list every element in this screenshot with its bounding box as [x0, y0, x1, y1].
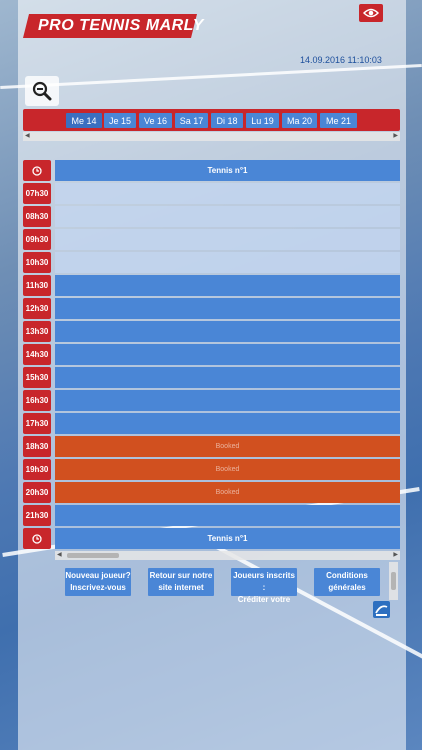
zoom-out-icon	[32, 81, 52, 101]
button-label: Nouveau joueur?	[65, 571, 131, 580]
tab-date[interactable]: Lu 19	[246, 113, 279, 128]
time-label: 09h30	[23, 229, 51, 250]
current-datetime: 14.09.2016 11:10:03	[300, 55, 382, 65]
booked-slot[interactable]: Booked	[55, 482, 400, 503]
time-label: 19h30	[23, 459, 51, 480]
time-slot[interactable]	[55, 252, 400, 273]
button-label: Créditer votre	[237, 595, 291, 604]
tab-date[interactable]: Ve 16	[139, 113, 172, 128]
scroll-right-icon[interactable]: ▶	[393, 133, 398, 139]
time-label: 16h30	[23, 390, 51, 411]
tab-date[interactable]: Me 21	[320, 113, 357, 128]
scroll-thumb[interactable]	[67, 553, 119, 558]
time-slot[interactable]	[55, 390, 400, 411]
scroll-thumb[interactable]	[391, 572, 396, 590]
court-header: Tennis n°1	[55, 160, 400, 181]
tab-date[interactable]: Ma 20	[282, 113, 317, 128]
footer-scrollbar[interactable]	[389, 562, 398, 600]
time-slot[interactable]	[55, 275, 400, 296]
time-label: 13h30	[23, 321, 51, 342]
tab-date[interactable]: Je 15	[104, 113, 136, 128]
tab-date[interactable]: Me 14	[66, 113, 102, 128]
booked-slot[interactable]: Booked	[55, 459, 400, 480]
time-slot[interactable]	[55, 206, 400, 227]
button-label: Joueurs inscrits :	[233, 571, 295, 592]
button-label: site internet	[158, 583, 204, 592]
court-footer: Tennis n°1	[55, 528, 400, 549]
clock-icon	[32, 533, 42, 544]
eye-icon	[363, 8, 379, 18]
date-tabs-scrollbar[interactable]: ◀ ▶	[23, 132, 400, 141]
time-label: 15h30	[23, 367, 51, 388]
time-label: 12h30	[23, 298, 51, 319]
clock-cell	[23, 528, 51, 549]
credit-account-button[interactable]: Joueurs inscrits : Créditer votre	[231, 568, 297, 604]
clock-icon	[32, 165, 42, 176]
schedule-scrollbar[interactable]: ◀ ▶	[55, 551, 400, 560]
time-slot[interactable]	[55, 321, 400, 342]
button-label: générales	[328, 583, 366, 592]
logo: PRO TENNIS MARLY	[38, 17, 204, 34]
scroll-left-icon[interactable]: ◀	[57, 552, 62, 558]
tab-date[interactable]: Sa 17	[175, 113, 208, 128]
tab-date[interactable]: Di 18	[211, 113, 243, 128]
zoom-button[interactable]	[25, 76, 59, 106]
time-label: 08h30	[23, 206, 51, 227]
time-slot[interactable]	[55, 344, 400, 365]
clock-cell	[23, 160, 51, 181]
button-label: Retour sur notre	[149, 571, 213, 580]
time-label: 18h30	[23, 436, 51, 457]
conditions-button[interactable]: Conditions générales	[314, 568, 380, 596]
register-button[interactable]: Nouveau joueur? Inscrivez-vous	[65, 568, 131, 596]
view-toggle-button[interactable]	[359, 4, 383, 22]
time-label: 10h30	[23, 252, 51, 273]
booked-slot[interactable]: Booked	[55, 436, 400, 457]
time-slot[interactable]	[55, 183, 400, 204]
time-label: 17h30	[23, 413, 51, 434]
button-label: Inscrivez-vous	[70, 583, 126, 592]
time-slot[interactable]	[55, 413, 400, 434]
time-label: 20h30	[23, 482, 51, 503]
button-label: Conditions	[326, 571, 368, 580]
scroll-left-icon[interactable]: ◀	[25, 133, 30, 139]
time-slot[interactable]	[55, 298, 400, 319]
time-slot[interactable]	[55, 229, 400, 250]
time-slot[interactable]	[55, 505, 400, 526]
time-label: 21h30	[23, 505, 51, 526]
time-slot[interactable]	[55, 367, 400, 388]
info-button[interactable]	[373, 601, 390, 618]
time-label: 11h30	[23, 275, 51, 296]
time-label: 07h30	[23, 183, 51, 204]
info-icon	[373, 601, 390, 618]
back-to-site-button[interactable]: Retour sur notre site internet	[148, 568, 214, 596]
scroll-right-icon[interactable]: ▶	[393, 552, 398, 558]
time-label: 14h30	[23, 344, 51, 365]
